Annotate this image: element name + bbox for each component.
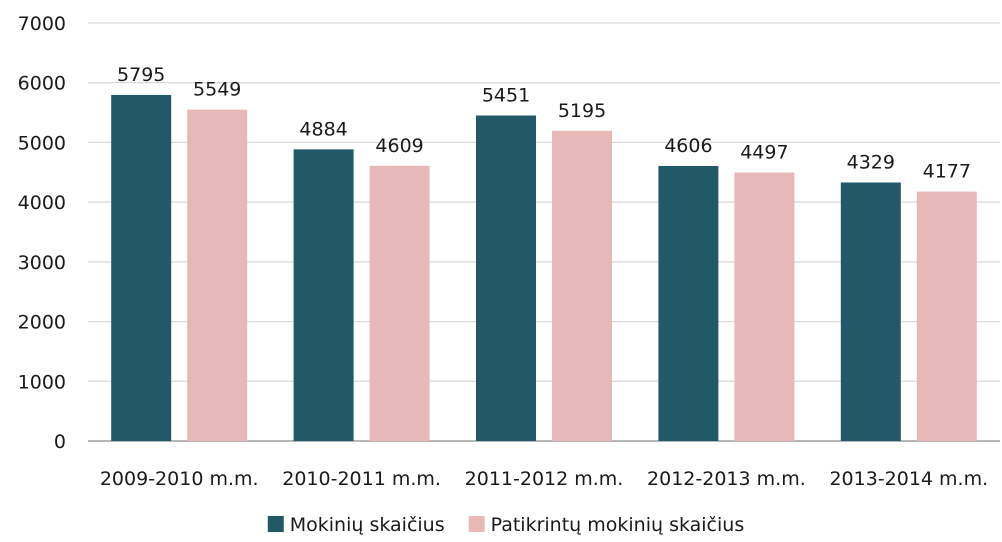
- x-tick-label: 2010-2011 m.m.: [282, 468, 441, 490]
- y-tick-label: 6000: [18, 73, 66, 95]
- data-label: 4606: [664, 135, 712, 157]
- x-tick-label: 2012-2013 m.m.: [647, 468, 806, 490]
- y-tick-label: 5000: [18, 132, 66, 154]
- bar: [476, 115, 536, 441]
- legend-label: Mokinių skaičius: [290, 514, 445, 536]
- data-label: 5549: [193, 79, 241, 101]
- x-tick-label: 2013-2014 m.m.: [829, 468, 988, 490]
- data-label: 4177: [923, 161, 971, 183]
- legend-swatch: [468, 516, 485, 532]
- bar: [111, 94, 172, 441]
- y-tick-label: 2000: [18, 312, 66, 334]
- x-tick-label: 2011-2012 m.m.: [465, 468, 624, 490]
- y-tick-label: 4000: [18, 192, 66, 214]
- y-tick-label: 1000: [18, 371, 66, 393]
- bar: [369, 165, 430, 441]
- bar: [187, 109, 248, 441]
- bar: [658, 165, 719, 441]
- bar: [293, 149, 354, 442]
- data-label: 4609: [375, 135, 423, 157]
- bar: [916, 191, 977, 441]
- data-label: 5451: [482, 84, 530, 106]
- x-axis: 2009-2010 m.m. 2010-2011 m.m. 2011-2012 m.…: [100, 468, 988, 490]
- bar: [734, 172, 795, 442]
- bar: [840, 182, 901, 441]
- data-label: 4884: [299, 118, 347, 140]
- legend-label: Patikrintų mokinių skaičius: [491, 514, 745, 536]
- y-tick-label: 7000: [18, 13, 66, 35]
- data-label: 4329: [847, 151, 895, 173]
- y-tick-label: 0: [54, 431, 66, 453]
- y-tick-label: 3000: [18, 252, 66, 274]
- data-label: 5795: [117, 64, 165, 86]
- bars: [111, 94, 977, 442]
- data-labels: 5795 5549 4884 4609 5451 5195 4606 4497 4329 4177: [117, 64, 971, 183]
- legend-swatch: [267, 516, 284, 532]
- legend: Mokinių skaičius Patikrintų mokinių skaič…: [267, 514, 745, 536]
- y-axis: 0 1000 2000 3000 4000 5000 6000 7000: [18, 13, 66, 453]
- x-tick-label: 2009-2010 m.m.: [100, 468, 259, 490]
- bar: [552, 130, 612, 441]
- data-label: 4497: [740, 141, 788, 163]
- data-label: 5195: [558, 100, 606, 122]
